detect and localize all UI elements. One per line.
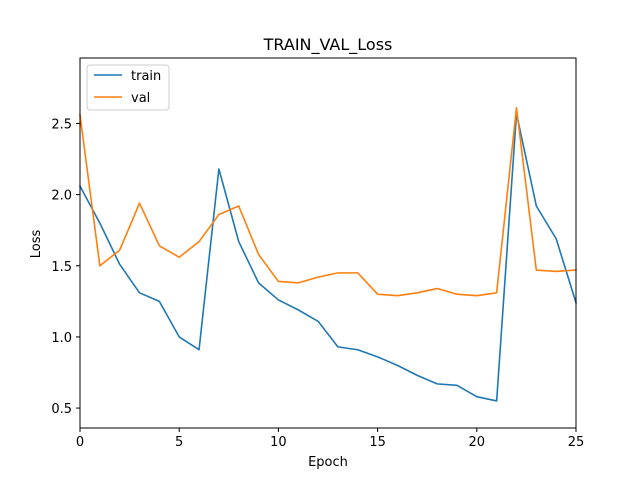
x-tick-label: 0 [76,435,84,450]
y-tick-label: 2.5 [51,117,72,132]
x-axis-label: Epoch [308,455,348,470]
plot-frame [79,57,577,429]
series-line-train [78,112,578,402]
x-axis-ticks: 0 5 10 15 20 25 [76,428,584,450]
x-tick-label: 5 [175,435,183,450]
x-tick-label: 10 [270,435,287,450]
chart-title: TRAIN_VAL_Loss [263,35,393,55]
y-tick-label: 0.5 [51,402,72,417]
x-tick-label: 25 [568,435,585,450]
legend-box [86,64,170,111]
legend: train val [86,64,170,111]
y-tick-label: 1.0 [51,331,72,346]
y-axis-label: Loss [29,230,44,259]
y-tick-label: 1.5 [51,260,72,275]
x-tick-label: 20 [469,435,486,450]
y-tick-label: 2.0 [51,189,72,204]
y-axis-ticks: 0.5 1.0 1.5 2.0 2.5 [51,117,80,417]
legend-label-train: train [131,69,161,84]
legend-label-val: val [131,91,150,106]
plot-area [78,107,578,402]
x-tick-label: 15 [369,435,386,450]
series-line-val [79,107,577,297]
